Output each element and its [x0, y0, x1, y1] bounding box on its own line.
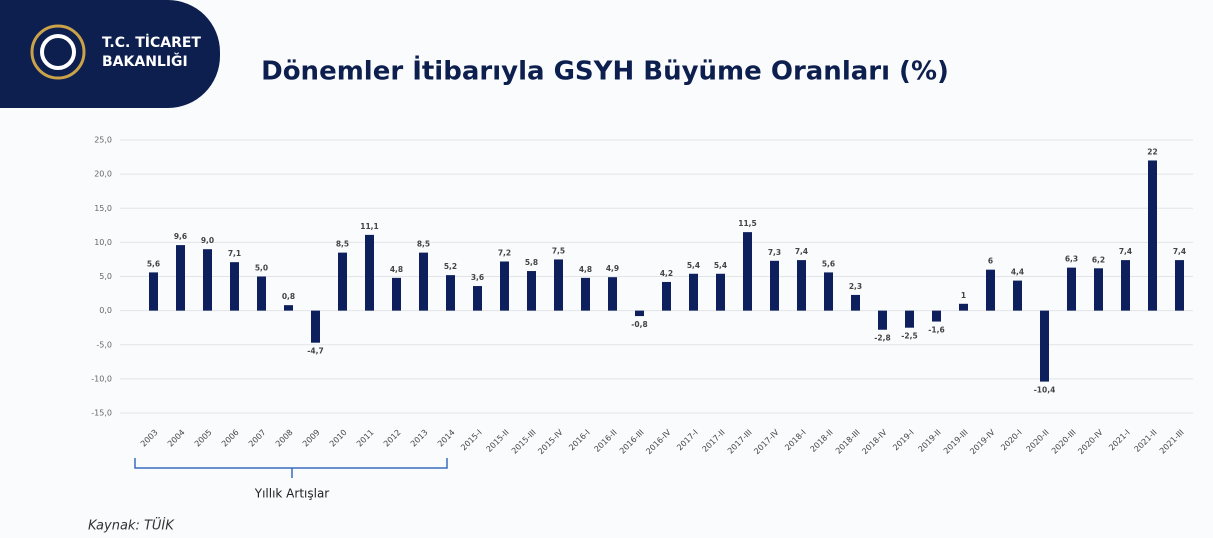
value-label: 5,6: [822, 259, 835, 268]
bar: [1067, 267, 1076, 311]
bar: [608, 277, 617, 311]
bar: [959, 303, 968, 311]
y-tick-label: 20,0: [94, 170, 112, 179]
bar: [392, 277, 401, 311]
bar: [716, 273, 725, 311]
value-label: -4,7: [307, 347, 323, 356]
value-label: 4,8: [390, 265, 403, 274]
bar: [257, 276, 266, 311]
value-label: -2,5: [901, 332, 917, 341]
bar: [338, 252, 347, 311]
y-tick-label: -15,0: [91, 409, 112, 418]
bar: [986, 269, 995, 311]
y-tick-label: 5,0: [99, 272, 112, 281]
logo-emblem-inner: [40, 34, 76, 70]
value-label: 9,6: [174, 232, 187, 241]
bar: [311, 310, 320, 343]
bar: [365, 234, 374, 311]
bar: [1175, 260, 1184, 311]
bar: [932, 310, 941, 322]
bar: [1040, 310, 1049, 382]
bar: [878, 310, 887, 330]
value-label: 7,3: [768, 248, 781, 257]
value-label: 7,4: [1119, 247, 1132, 256]
value-label: -1,6: [928, 326, 944, 335]
bar: [851, 294, 860, 311]
value-label: 4,2: [660, 269, 673, 278]
value-label: 5,2: [444, 262, 457, 271]
y-tick-label: 15,0: [94, 204, 112, 213]
bar: [1013, 280, 1022, 311]
value-label: 22: [1147, 147, 1157, 156]
bar: [473, 286, 482, 311]
bar: [743, 232, 752, 311]
value-label: 7,4: [1173, 247, 1186, 256]
bar: [284, 305, 293, 311]
bar: [1094, 268, 1103, 311]
value-label: 5,8: [525, 258, 538, 267]
value-label: 3,6: [471, 273, 484, 282]
bar: [500, 261, 509, 311]
value-label: -10,4: [1034, 386, 1056, 395]
bar: [554, 259, 563, 311]
y-tick-label: 10,0: [94, 238, 112, 247]
y-tick-label: -5,0: [96, 340, 112, 349]
bar: [527, 271, 536, 311]
logo-text: T.C. TİCARET: [102, 34, 201, 51]
y-tick-label: 0,0: [99, 306, 112, 315]
bar: [419, 252, 428, 311]
chart-title: Dönemler İtibarıyla GSYH Büyüme Oranları…: [261, 55, 949, 87]
source: Kaynak: TÜİK: [88, 517, 175, 534]
value-label: -2,8: [874, 334, 890, 343]
value-label: 1: [961, 291, 966, 300]
value-label: 0,8: [282, 292, 295, 301]
y-tick-label: -10,0: [91, 374, 112, 383]
value-label: 5,0: [255, 264, 268, 273]
value-label: 7,4: [795, 247, 808, 256]
value-label: -0,8: [631, 320, 647, 329]
value-label: 9,0: [201, 236, 214, 245]
value-label: 7,1: [228, 249, 241, 258]
y-tick-label: 25,0: [94, 136, 112, 145]
bracket: [134, 458, 448, 478]
value-label: 4,4: [1011, 268, 1024, 277]
value-label: 7,5: [552, 246, 565, 255]
bar: [149, 272, 158, 311]
bar: [635, 310, 644, 317]
value-label: 7,2: [498, 248, 511, 257]
value-label: 6,2: [1092, 255, 1105, 264]
bar: [446, 275, 455, 311]
logo-text: BAKANLIĞI: [102, 52, 188, 70]
value-label: 5,4: [687, 261, 700, 270]
bar: [230, 262, 239, 311]
bar: [1148, 160, 1157, 311]
value-label: 11,1: [360, 222, 379, 231]
bar: [905, 310, 914, 328]
value-label: 8,5: [336, 240, 349, 249]
logo-emblem: [30, 24, 86, 80]
value-label: 8,5: [417, 240, 430, 249]
value-label: 11,5: [738, 219, 757, 228]
bar: [662, 281, 671, 311]
bar: [824, 272, 833, 311]
value-label: 5,4: [714, 261, 727, 270]
bar: [689, 273, 698, 311]
bar: [203, 249, 212, 311]
bar: [1121, 260, 1130, 311]
bar: [770, 260, 779, 311]
bar: [797, 260, 806, 311]
value-label: 6,3: [1065, 255, 1078, 264]
value-label: 4,9: [606, 264, 619, 273]
value-label: 2,3: [849, 282, 862, 291]
value-label: 4,8: [579, 265, 592, 274]
value-label: 6: [988, 257, 993, 266]
value-label: 5,6: [147, 259, 160, 268]
annotation: Yıllık Artışlar: [254, 487, 330, 501]
bar: [581, 277, 590, 311]
bar: [176, 245, 185, 311]
